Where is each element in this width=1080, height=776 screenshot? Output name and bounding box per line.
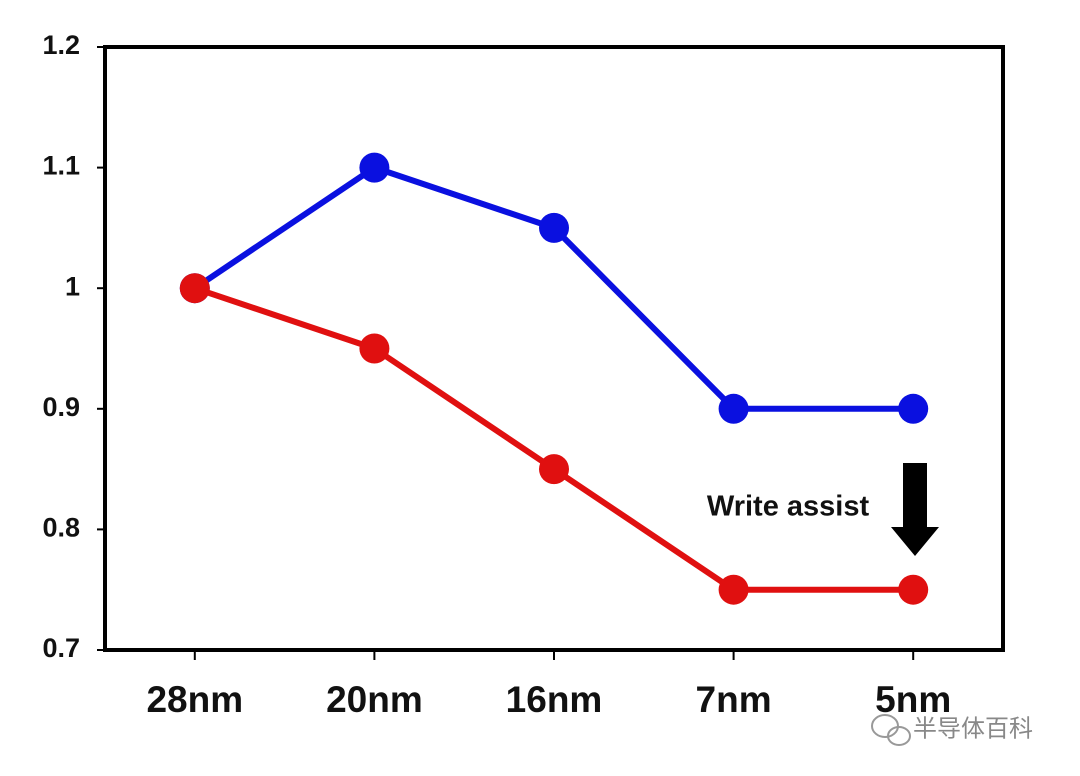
annotation: Write assist <box>707 491 870 523</box>
arrow <box>891 463 939 556</box>
plot-frame <box>103 45 1005 652</box>
series-line <box>193 164 914 412</box>
watermark-icon <box>871 714 911 746</box>
data-point <box>359 152 390 183</box>
x-tick-label: 20nm <box>326 679 423 720</box>
series-line <box>193 285 914 593</box>
x-tick-label: 5nm <box>875 679 951 720</box>
data-point <box>718 393 749 424</box>
data-point <box>539 454 569 485</box>
data-point <box>718 574 749 605</box>
data-point <box>898 393 929 424</box>
x-tick-label: 28nm <box>146 679 243 720</box>
data-point <box>539 212 569 243</box>
x-tick-label: 16nm <box>506 679 603 720</box>
data-point <box>179 273 210 304</box>
data-point <box>359 333 390 364</box>
y-tick-label: 1.1 <box>42 151 80 181</box>
y-tick-label: 0.9 <box>42 392 80 422</box>
x-tick-label: 7nm <box>696 679 772 720</box>
y-tick-label: 0.7 <box>42 633 80 663</box>
y-tick-label: 1 <box>65 271 80 301</box>
y-tick-label: 0.8 <box>42 513 80 543</box>
data-point <box>898 574 929 605</box>
y-tick-label: 1.2 <box>42 30 80 60</box>
watermark: 半导体百科 <box>913 715 1033 742</box>
